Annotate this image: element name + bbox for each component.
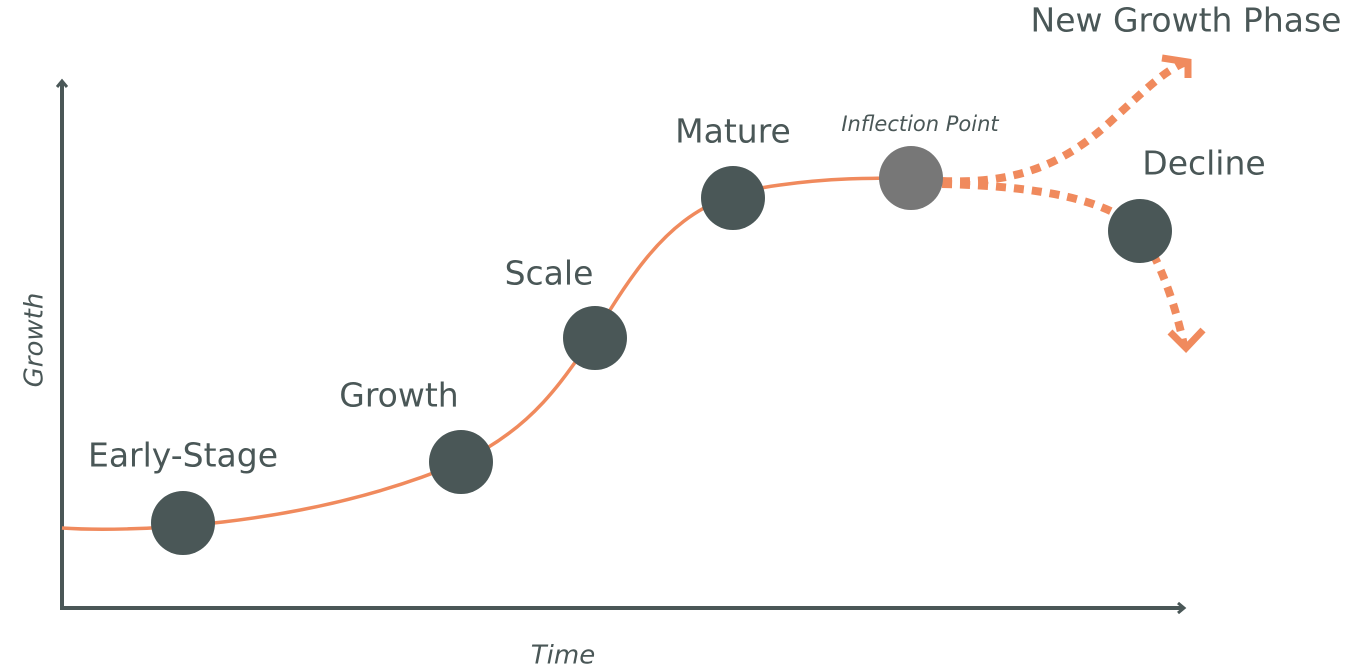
arrowhead: [1167, 327, 1206, 354]
inflection-label: Inflection Point: [841, 112, 999, 136]
new-growth-branch: [941, 58, 1188, 186]
y-axis-label: Growth: [20, 293, 50, 388]
stage-label: Early-Stage: [88, 436, 278, 475]
stage-label: Decline: [1142, 144, 1265, 183]
outcome-label: New Growth Phase: [1031, 1, 1342, 40]
stage-node: [429, 430, 493, 494]
stage-node: [701, 166, 765, 230]
stage-label: Scale: [505, 254, 594, 293]
arrowhead: [1161, 54, 1192, 78]
stage-label: Growth: [339, 376, 458, 415]
stage-label: Mature: [675, 112, 791, 151]
stage-node: [151, 491, 215, 555]
x-axis-label: Time: [531, 641, 595, 671]
stage-node: [563, 306, 627, 370]
stage-node: [1108, 199, 1172, 263]
inflection-node: [879, 146, 943, 210]
